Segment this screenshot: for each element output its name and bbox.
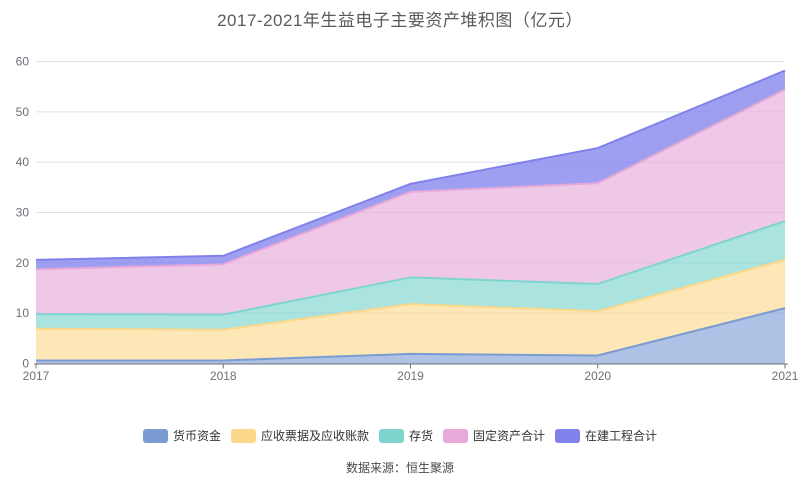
x-axis-label: 2017 xyxy=(23,369,50,383)
legend-label: 应收票据及应收账款 xyxy=(260,429,369,443)
y-axis-label: 30 xyxy=(16,206,30,220)
legend-item-3[interactable]: 固定资产合计 xyxy=(443,429,545,443)
legend-item-0[interactable]: 货币资金 xyxy=(142,429,221,443)
y-axis-label: 40 xyxy=(16,155,30,169)
series-area-3[interactable] xyxy=(36,89,785,315)
legend-swatch xyxy=(230,429,256,443)
x-axis-label: 2021 xyxy=(772,369,799,383)
x-axis-label: 2020 xyxy=(584,369,611,383)
y-axis-label: 0 xyxy=(22,357,29,371)
series-line-4 xyxy=(35,69,786,261)
legend-swatch xyxy=(555,429,581,443)
legend: 货币资金 应收票据及应收账款 存货 固定资产合计 在建工程合计 xyxy=(0,429,800,443)
y-axis-label: 20 xyxy=(16,256,30,270)
series-area-0[interactable] xyxy=(36,308,785,364)
x-axis-label: 2019 xyxy=(397,369,424,383)
y-axis-label: 10 xyxy=(16,306,30,320)
legend-label: 货币资金 xyxy=(172,429,221,443)
series-area-2[interactable] xyxy=(36,221,785,330)
series-line-3 xyxy=(35,88,786,271)
y-axis-label: 50 xyxy=(16,105,30,119)
legend-item-4[interactable]: 在建工程合计 xyxy=(555,429,657,443)
data-source: 数据来源：恒生聚源 xyxy=(345,461,454,475)
series-line-1 xyxy=(35,258,786,331)
legend-label: 在建工程合计 xyxy=(585,429,658,443)
stacked-area-chart: 0 10 20 30 40 50 60 2017 2018 2019 2020 2021 xyxy=(16,55,799,384)
legend-swatch xyxy=(378,429,404,443)
legend-item-2[interactable]: 存货 xyxy=(378,429,433,443)
series-area-1[interactable] xyxy=(36,259,785,361)
legend-label: 存货 xyxy=(408,429,433,443)
series-line-0 xyxy=(36,307,786,362)
y-axis-label: 60 xyxy=(16,55,30,69)
legend-label: 固定资产合计 xyxy=(473,429,546,443)
legend-item-1[interactable]: 应收票据及应收账款 xyxy=(230,429,369,443)
chart-title: 2017-2021年生益电子主要资产堆积图（亿元） xyxy=(217,11,583,30)
legend-swatch xyxy=(443,429,468,443)
legend-swatch xyxy=(142,429,168,443)
x-axis-label: 2018 xyxy=(210,369,237,383)
series-line-2 xyxy=(35,220,786,316)
